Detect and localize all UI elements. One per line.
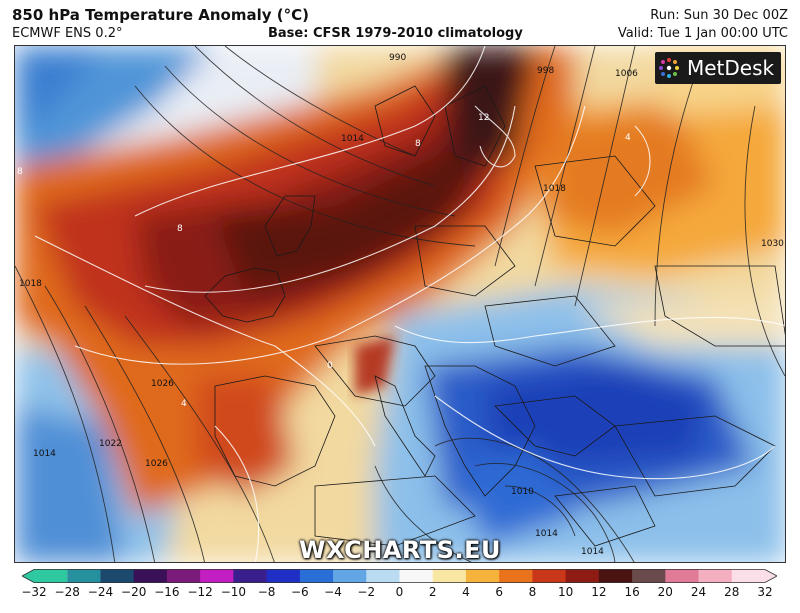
anomaly-label: 8: [17, 167, 23, 177]
isobar-label: 1030: [761, 239, 784, 249]
colorbar-segment: [399, 569, 434, 583]
colorbar-tick-label: −24: [87, 585, 114, 599]
valid-time-label: Valid: Tue 1 Jan 00:00 UTC: [617, 26, 788, 41]
colorbar-segment: [698, 569, 733, 583]
isobar-label: 1026: [151, 379, 174, 389]
colorbar-tick-label: 8: [528, 585, 537, 599]
colorbar-tick-label: 24: [690, 585, 707, 599]
isobar-label: 1022: [99, 439, 122, 449]
colorbar-tick-label: 20: [657, 585, 673, 599]
colorbar-tick-label: 10: [557, 585, 574, 599]
colorbar-segment: [333, 569, 367, 583]
colorbar-tick-label: 0: [395, 585, 404, 599]
isobar-label: 1014: [535, 529, 558, 539]
colorbar-ticks: −32 −28 −24 −20 −16 −12 −10 −8 −6 −4 −2 0 2 4 6 8 10 12 16…: [0, 585, 800, 605]
base-climatology-label: Base: CFSR 1979-2010 climatology: [268, 26, 523, 41]
colorbar-segment: [532, 569, 567, 583]
isobar-label: 1010: [511, 487, 534, 497]
colorbar-segment: [731, 569, 777, 583]
colorbar-segment: [665, 569, 700, 583]
isobar-label: 1006: [615, 69, 638, 79]
isobar-label: 1026: [145, 459, 168, 469]
colorbar-segment: [133, 569, 168, 583]
anomaly-contours: [34, 46, 785, 562]
colorbar-tick-label: −32: [21, 585, 47, 599]
colorbar-segment: [465, 569, 500, 583]
wxcharts-watermark: WXCHARTS.EU: [299, 536, 501, 564]
colorbar: [22, 569, 777, 583]
isobar-label: 1014: [33, 449, 56, 459]
colorbar-segment: [432, 569, 467, 583]
colorbar-tick-label: 32: [757, 585, 773, 599]
country-borders: [204, 85, 785, 547]
colorbar-tick-label: 28: [724, 585, 740, 599]
anomaly-label: 4: [625, 133, 631, 143]
temperature-field: [15, 46, 785, 562]
anomaly-label: 8: [415, 139, 421, 149]
anomaly-label: 4: [181, 399, 187, 409]
metdesk-logo-icon: [659, 58, 679, 78]
colorbar-segment: [166, 569, 201, 583]
chart-title: 850 hPa Temperature Anomaly (°C): [12, 6, 309, 24]
colorbar-tick-label: 6: [495, 585, 503, 599]
colorbar-segment: [100, 569, 135, 583]
isobar-label: 1018: [543, 184, 566, 194]
colorbar-tick-label: −16: [154, 585, 180, 599]
colorbar-segment: [499, 569, 533, 583]
isobar-label: 1014: [581, 547, 604, 557]
anomaly-label: 12: [478, 113, 489, 123]
colorbar-outline: [22, 569, 777, 583]
colorbar-tick-label: −6: [290, 585, 309, 599]
colorbar-segment: [200, 569, 234, 583]
colorbar-segment: [299, 569, 334, 583]
colorbar-tick-label: −8: [257, 585, 276, 599]
isobar-label: 998: [537, 66, 554, 76]
colorbar-segment: [598, 569, 633, 583]
isobar-label: 990: [389, 53, 406, 63]
map-canvas: 990 998 1006 1014 1018 1030 1022 1026 10…: [15, 46, 785, 562]
colorbar-segment: [266, 569, 301, 583]
colorbar-segment: [22, 569, 68, 583]
anomaly-map: 990 998 1006 1014 1018 1030 1022 1026 10…: [14, 45, 786, 563]
colorbar-tick-label: −20: [121, 585, 147, 599]
model-label: ECMWF ENS 0.2°: [12, 26, 123, 41]
isobar-label: 1014: [341, 134, 364, 144]
chart-header: 850 hPa Temperature Anomaly (°C) ECMWF E…: [0, 0, 800, 44]
colorbar-segment: [632, 569, 666, 583]
colorbar-tick-label: 4: [462, 585, 470, 599]
isobar-label: 1018: [19, 279, 42, 289]
colorbar-segment: [233, 569, 268, 583]
colorbar-tick-label: 12: [591, 585, 607, 599]
anomaly-label: 8: [177, 224, 183, 234]
colorbar-segment: [366, 569, 400, 583]
metdesk-logo: MetDesk: [655, 52, 781, 84]
run-time-label: Run: Sun 30 Dec 00Z: [650, 8, 788, 23]
colorbar-tick-label: −12: [187, 585, 213, 599]
colorbar-tick-label: 2: [428, 585, 437, 599]
anomaly-label: 0: [327, 361, 333, 371]
colorbar-segment: [67, 569, 101, 583]
contour-label-layer: 990 998 1006 1014 1018 1030 1022 1026 10…: [17, 53, 784, 557]
colorbar-tick-label: −28: [54, 585, 80, 599]
colorbar-tick-label: 16: [624, 585, 640, 599]
colorbar-segment: [565, 569, 600, 583]
colorbar-tick-label: −4: [324, 585, 342, 599]
metdesk-logo-text: MetDesk: [687, 56, 775, 80]
colorbar-tick-label: −10: [220, 585, 247, 599]
colorbar-tick-label: −2: [357, 585, 376, 599]
